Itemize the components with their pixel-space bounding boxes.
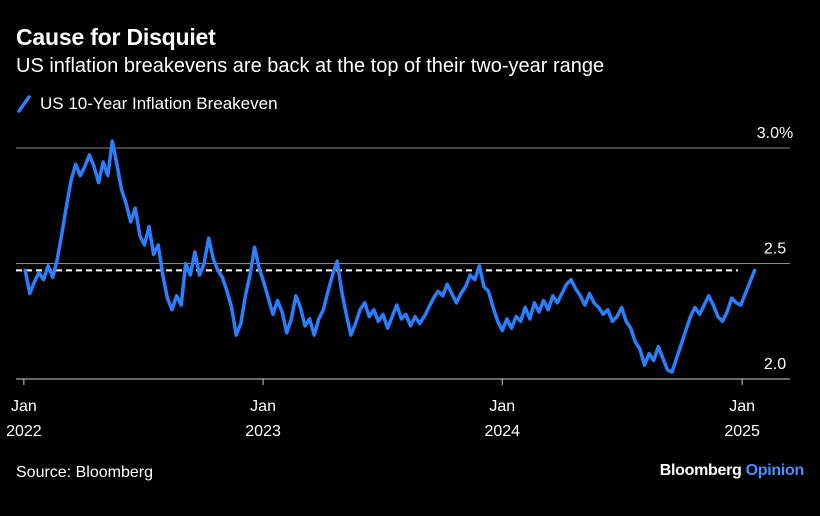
x-tick-label-month: Jan bbox=[11, 398, 37, 415]
x-tick-label-month: Jan bbox=[250, 398, 276, 415]
chart-title: Cause for Disquiet bbox=[16, 24, 216, 50]
legend-swatch-icon bbox=[17, 95, 31, 113]
brand-logo: Bloomberg Opinion bbox=[659, 462, 805, 480]
x-tick-label-month: Jan bbox=[489, 398, 515, 415]
brand-name: Bloomberg bbox=[659, 462, 742, 479]
x-tick-label-year: 2025 bbox=[724, 423, 760, 440]
x-tick-label-month: Jan bbox=[729, 398, 755, 415]
series-line-us-10y-breakeven bbox=[23, 139, 757, 374]
chart-subtitle: US inflation breakevens are back at the … bbox=[16, 55, 605, 77]
y-tick-label: 2.5 bbox=[764, 241, 786, 258]
legend-label: US 10-Year Inflation Breakeven bbox=[40, 94, 278, 113]
brand-suffix: Opinion bbox=[745, 462, 805, 479]
x-tick-label-year: 2023 bbox=[245, 423, 281, 440]
y-tick-label: 3.0% bbox=[757, 125, 793, 142]
x-tick-label-year: 2024 bbox=[484, 423, 520, 440]
source-note: Source: Bloomberg bbox=[16, 464, 153, 481]
chart-legend: US 10-Year Inflation Breakeven bbox=[16, 94, 278, 114]
y-tick-label: 2.0 bbox=[764, 356, 786, 373]
x-tick-label-year: 2022 bbox=[6, 423, 42, 440]
